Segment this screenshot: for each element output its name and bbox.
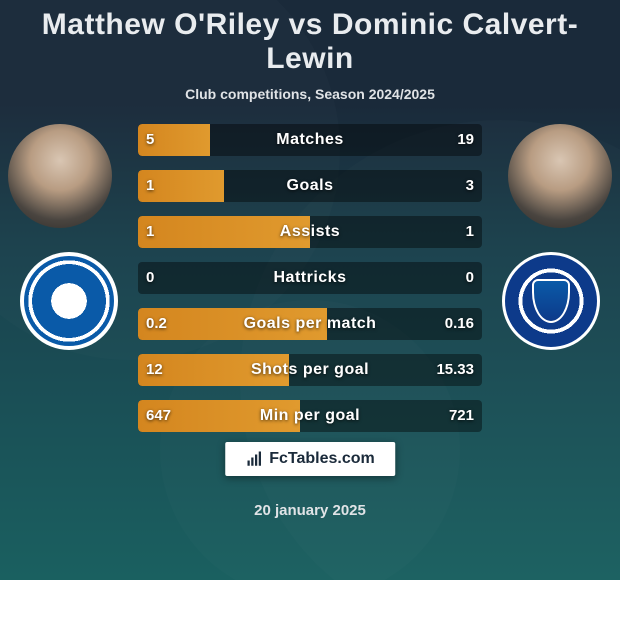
stat-row: 5Matches19: [138, 124, 482, 156]
stat-value-right: 15.33: [436, 354, 474, 386]
stat-value-right: 721: [449, 400, 474, 432]
player-left-portrait: [8, 124, 112, 228]
stats-bars: 5Matches191Goals31Assists10Hattricks00.2…: [138, 124, 482, 446]
stat-row: 647Min per goal721: [138, 400, 482, 432]
stat-value-right: 19: [457, 124, 474, 156]
brand-box: FcTables.com: [225, 442, 395, 476]
stat-row: 12Shots per goal15.33: [138, 354, 482, 386]
stat-row: 0Hattricks0: [138, 262, 482, 294]
stat-row: 0.2Goals per match0.16: [138, 308, 482, 340]
stat-value-right: 0.16: [445, 308, 474, 340]
club-left-crest: [20, 252, 118, 350]
subtitle: Club competitions, Season 2024/2025: [0, 86, 620, 102]
date-text: 20 january 2025: [0, 502, 620, 519]
stat-label: Goals: [138, 170, 482, 202]
stat-label: Matches: [138, 124, 482, 156]
stat-label: Hattricks: [138, 262, 482, 294]
stat-row: 1Goals3: [138, 170, 482, 202]
stat-label: Shots per goal: [138, 354, 482, 386]
chart-icon: [245, 450, 263, 468]
stat-value-right: 3: [466, 170, 474, 202]
club-right-crest: [502, 252, 600, 350]
page-title: Matthew O'Riley vs Dominic Calvert-Lewin: [0, 0, 620, 76]
stat-value-right: 1: [466, 216, 474, 248]
stat-label: Min per goal: [138, 400, 482, 432]
stat-label: Assists: [138, 216, 482, 248]
brand-text: FcTables.com: [269, 450, 375, 468]
stat-row: 1Assists1: [138, 216, 482, 248]
player-right-portrait: [508, 124, 612, 228]
stat-label: Goals per match: [138, 308, 482, 340]
stat-value-right: 0: [466, 262, 474, 294]
